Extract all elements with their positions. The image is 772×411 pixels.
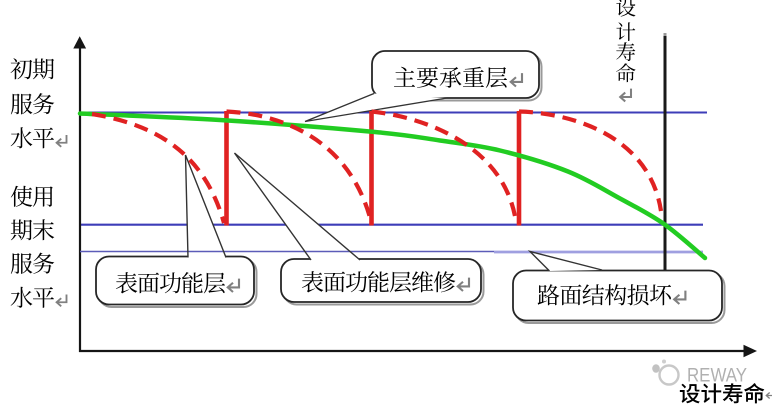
svg-text:REWAY: REWAY (687, 366, 747, 387)
